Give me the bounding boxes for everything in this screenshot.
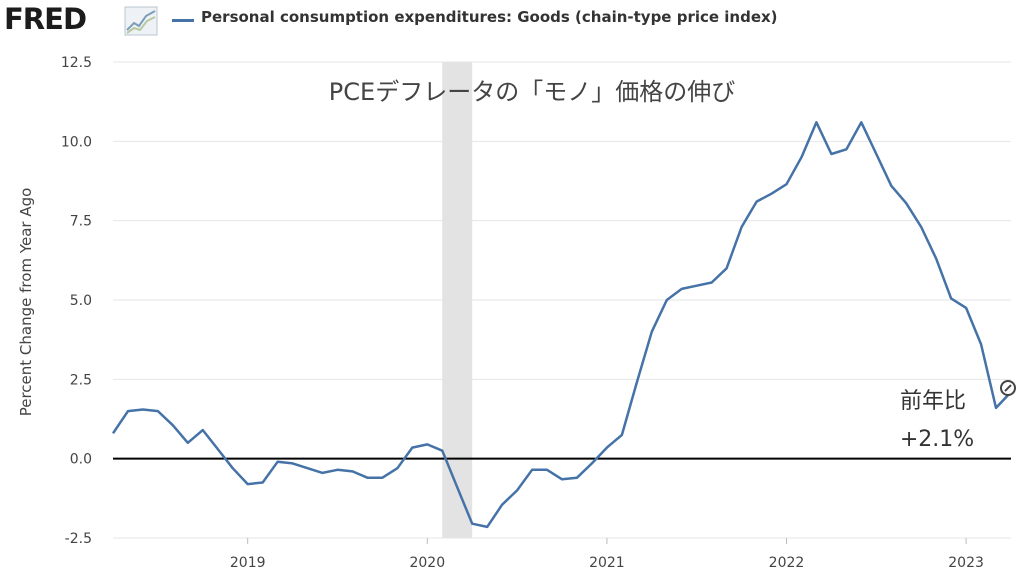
y-tick-label: -2.5 [65,531,92,547]
chart-title: PCEデフレータの「モノ」価格の伸び [329,78,735,106]
y-tick-label: 12.5 [61,55,92,71]
x-axis-tick-labels: 2019 2020 2021 2022 2023 [230,538,984,571]
legend-swatch [172,19,194,22]
gridlines [113,61,1011,539]
y-tick-label: 2.5 [70,372,92,388]
last-point-marker-slash [1004,384,1012,392]
y-tick-label: 7.5 [70,214,92,230]
recession-shading [442,62,473,538]
x-tick-label: 2020 [409,555,445,571]
header: FRED Personal consumption expenditures: … [0,0,1024,44]
annotation-yoy-value: +2.1% [900,427,974,452]
recession-band [442,62,473,538]
y-tick-label: 5.0 [70,293,92,309]
annotation-yoy-label: 前年比 [900,389,966,414]
legend-label[interactable]: Personal consumption expenditures: Goods… [201,8,778,26]
line-chart-logo-icon [124,6,158,36]
y-tick-label: 0.0 [70,452,92,468]
x-tick-label: 2023 [948,555,984,571]
y-axis-label: Percent Change from Year Ago [17,188,35,417]
x-tick-label: 2021 [589,555,625,571]
fred-logo[interactable]: FRED [4,2,87,36]
x-tick-label: 2019 [230,555,266,571]
series-line[interactable] [111,121,1012,529]
y-axis-tick-labels: 12.5 10.0 7.5 5.0 2.5 0.0 -2.5 [61,55,92,547]
x-tick-label: 2022 [769,555,805,571]
series-layer [111,121,1016,529]
y-tick-label: 10.0 [61,134,92,150]
